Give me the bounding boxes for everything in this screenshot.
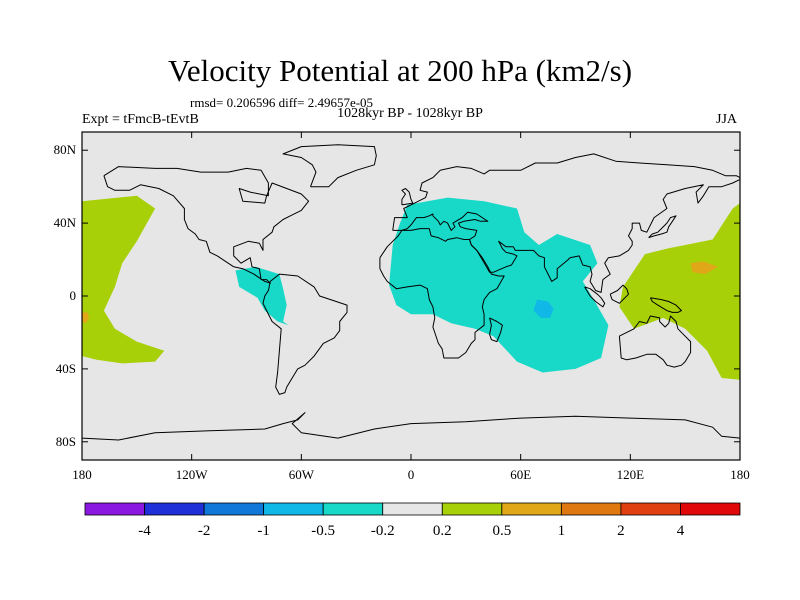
- x-tick-label: 120W: [176, 467, 209, 482]
- coastline-2: [392, 153, 740, 293]
- coastline-5: [618, 315, 692, 368]
- y-tick-label: 80N: [54, 142, 77, 157]
- coastline-0: [103, 166, 310, 284]
- colorbar-swatch: [560, 502, 622, 516]
- contour-region-south-america-negative: [235, 266, 289, 326]
- coastline-11: [282, 144, 377, 188]
- colorbar-swatch: [322, 502, 384, 516]
- contour-region-pacific-east-orange: [82, 312, 90, 324]
- colorbar-label: -2: [198, 523, 211, 539]
- period-label: 1028kyr BP - 1028kyr BP: [337, 106, 483, 121]
- coastline-12: [82, 412, 740, 441]
- map-axes: 180 120W 60W 0 60E 120E 180 80N 40N 0 40S 80S: [54, 132, 750, 482]
- coastline-3: [379, 228, 505, 359]
- coastline-7: [609, 284, 629, 304]
- contour-region-west-pacific-orange: [690, 261, 719, 275]
- colorbar-label: 1: [558, 523, 566, 539]
- colorbar-label: 0.5: [492, 523, 511, 539]
- colorbar-swatch: [680, 502, 741, 516]
- experiment-label: Expt = tFmcB-tEvtB: [82, 112, 199, 127]
- colorbar: -4 -2 -1 -0.5 -0.2 0.2 0.5 1 2 4: [84, 502, 741, 539]
- colorbar-swatch: [263, 502, 324, 516]
- colorbar-label: 0.2: [433, 523, 452, 539]
- contour-region-indian-ocean-blue: [533, 299, 554, 318]
- colorbar-label: -0.5: [311, 523, 335, 539]
- x-tick-label: 0: [408, 467, 415, 482]
- x-tick-label: 180: [730, 467, 750, 482]
- colorbar-label: -1: [257, 523, 270, 539]
- map-panel: [81, 131, 741, 461]
- coastline-4: [489, 317, 503, 343]
- contour-region-pacific-east-positive: [82, 195, 165, 364]
- coastline-10: [401, 188, 414, 206]
- contour-region-west-pacific-positive: [619, 203, 740, 380]
- x-tick-label: 120E: [617, 467, 645, 482]
- plot-title: Velocity Potential at 200 hPa (km2/s): [167, 53, 633, 88]
- colorbar-label: 2: [617, 523, 625, 539]
- x-tick-label: 180: [72, 467, 92, 482]
- colorbar-swatch: [84, 502, 145, 516]
- y-tick-label: 80S: [56, 434, 76, 449]
- colorbar-swatch: [501, 502, 562, 516]
- colorbar-swatch: [441, 502, 503, 516]
- colorbar-swatch: [203, 502, 265, 516]
- colorbar-label: -0.2: [371, 523, 395, 539]
- colorbar-swatch: [144, 502, 205, 516]
- colorbar-swatch: [620, 502, 681, 516]
- coastline-1: [262, 273, 348, 395]
- y-tick-label: 40S: [56, 361, 76, 376]
- x-tick-label: 60E: [510, 467, 531, 482]
- season-label: JJA: [716, 112, 738, 127]
- coastline-9: [648, 215, 677, 239]
- y-tick-label: 40N: [54, 215, 77, 230]
- x-tick-label: 60W: [289, 467, 315, 482]
- stats-text: rmsd= 0.206596 diff= 2.49657e-05: [190, 95, 374, 110]
- colorbar-label: -4: [138, 523, 151, 539]
- coastline-8: [649, 297, 682, 313]
- colorbar-swatch: [382, 502, 443, 516]
- colorbar-label: 4: [677, 523, 685, 539]
- y-tick-label: 0: [70, 288, 77, 303]
- coastline-6: [584, 286, 606, 308]
